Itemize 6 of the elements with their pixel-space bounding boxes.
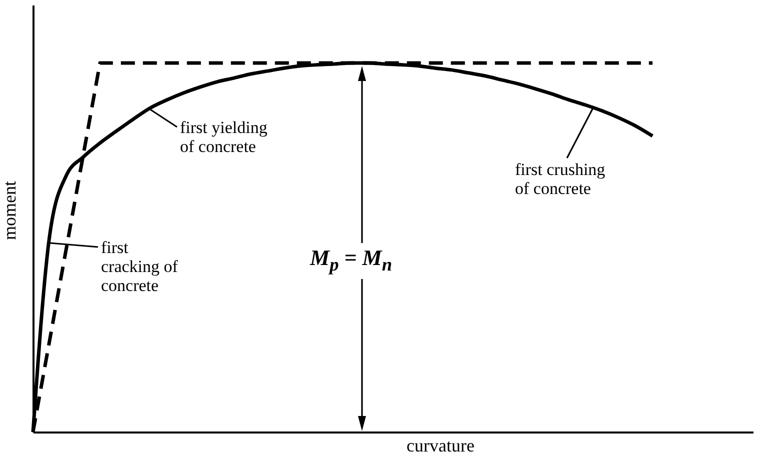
- y-axis-title: moment: [0, 181, 20, 240]
- annotation: first cracking of concrete: [101, 238, 178, 295]
- annotation: M$_{p}$ = M$_{n}$: [310, 243, 392, 280]
- annotation: first crushing of concrete: [515, 160, 606, 198]
- x-axis-title: curvature: [406, 436, 474, 456]
- annotation: first yielding of concrete: [180, 118, 268, 156]
